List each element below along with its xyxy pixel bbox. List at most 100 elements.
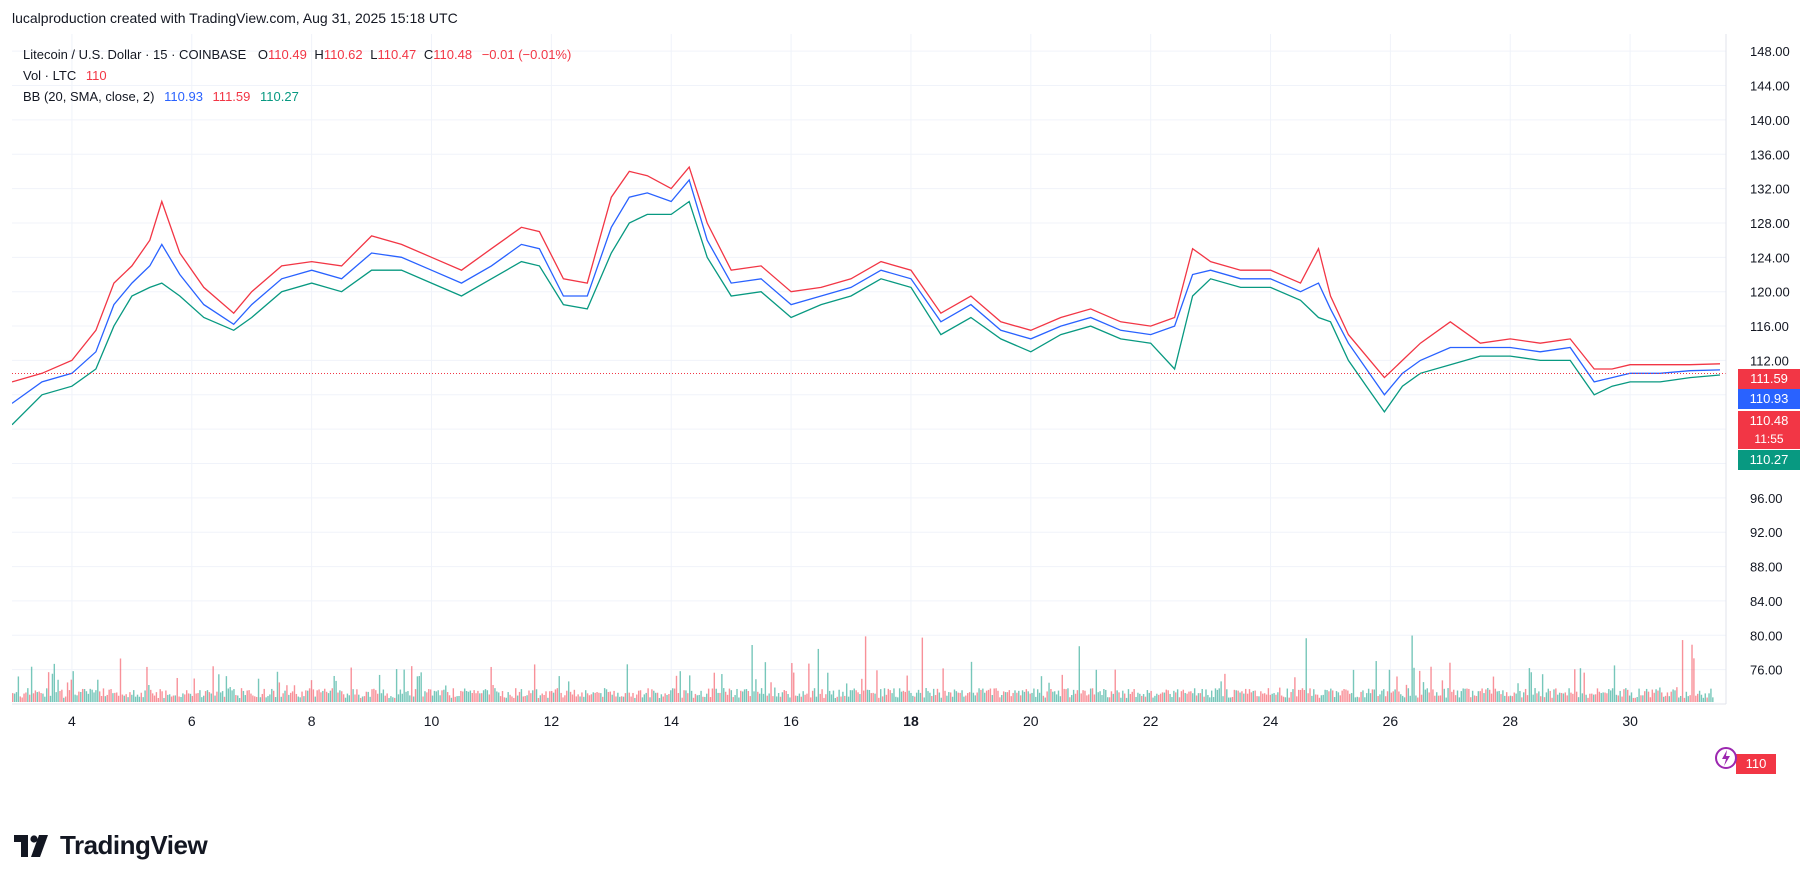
volume-bar (925, 688, 927, 702)
tradingview-logo[interactable]: TradingView (14, 830, 208, 861)
volume-bar (1322, 694, 1324, 702)
volume-bar (293, 685, 296, 702)
volume-bar (948, 692, 950, 702)
volume-bar (1700, 694, 1703, 702)
volume-bar (1258, 696, 1260, 702)
volume-bar (170, 696, 173, 702)
volume-bar (112, 693, 114, 702)
legend-bb-row[interactable]: BB (20, SMA, close, 2) 110.93 111.59 110… (23, 86, 571, 107)
volume-bar (985, 690, 988, 702)
volume-bar (1623, 689, 1625, 702)
volume-bar (1617, 695, 1619, 702)
volume-bar (1513, 692, 1515, 702)
volume-bar (1596, 688, 1599, 702)
volume-bar (399, 689, 402, 702)
volume-bar (114, 692, 116, 702)
volume-bar (93, 692, 95, 702)
bb-upper-price-tag: 111.59 (1738, 369, 1800, 389)
volume-bar (927, 691, 929, 702)
volume-bar (1490, 693, 1493, 702)
volume-bar (1668, 696, 1671, 702)
volume-bar (433, 690, 436, 702)
volume-bar (543, 694, 545, 702)
volume-bar (1443, 688, 1445, 702)
volume-bar (793, 672, 795, 702)
volume-bar (1290, 692, 1292, 702)
volume-bar (802, 691, 804, 702)
volume-bar (1632, 697, 1635, 702)
volume-bar (299, 697, 301, 702)
x-tick-label: 20 (1023, 713, 1039, 729)
legend-volume-row[interactable]: Vol · LTC 110 (23, 65, 571, 86)
volume-bar (585, 690, 587, 702)
volume-bar (361, 696, 364, 702)
volume-bar (1216, 689, 1219, 702)
volume-bar (866, 689, 869, 702)
volume-bar (448, 695, 451, 702)
volume-bar (741, 691, 744, 702)
volume-bar (940, 697, 942, 702)
volume-bar (312, 689, 315, 702)
volume-bar (229, 687, 231, 702)
volume-bar (308, 688, 311, 702)
volume-bar (257, 678, 260, 702)
volume-bar (1625, 688, 1627, 702)
volume-bar (494, 688, 496, 702)
volume-bar (12, 693, 14, 702)
volume-bar (989, 688, 992, 702)
volume-bar (819, 693, 821, 702)
volume-bar (851, 690, 854, 702)
volume-bar (1296, 696, 1298, 702)
volume-bar (123, 695, 125, 702)
volume-bar (1627, 689, 1629, 702)
volume-bar (636, 694, 638, 702)
volume-bar (1494, 688, 1497, 702)
volume-bar (386, 693, 388, 702)
volume-bar (1288, 697, 1290, 702)
volume-bar (1188, 691, 1190, 702)
volume-bar (463, 688, 466, 702)
volume-bar (138, 696, 141, 702)
volume-bar (893, 688, 895, 702)
volume-bar (206, 690, 209, 702)
volume-bar (1662, 696, 1665, 702)
quick-action-icon[interactable] (1712, 744, 1740, 772)
volume-bar (1611, 688, 1614, 702)
volume-bar (1441, 680, 1444, 702)
volume-bar (492, 685, 494, 702)
price-chart[interactable]: 76.0080.0084.0088.0092.0096.00100.00104.… (11, 34, 1802, 810)
volume-bar (428, 689, 430, 702)
volume-bar (1689, 695, 1691, 702)
volume-bar (1424, 689, 1427, 702)
x-tick-label: 18 (903, 713, 919, 729)
volume-bar (344, 697, 347, 702)
volume-bar (800, 696, 802, 702)
volume-bar (715, 688, 717, 702)
volume-bar (25, 692, 27, 702)
volume-bar (836, 696, 838, 702)
legend-main-row[interactable]: Litecoin / U.S. Dollar · 15 · COINBASE O… (23, 44, 571, 65)
volume-bar (520, 689, 523, 702)
volume-bar (431, 695, 434, 702)
volume-bar (1642, 695, 1644, 702)
volume-bar (1517, 683, 1519, 702)
volume-bar (322, 690, 324, 702)
volume-bar (1545, 692, 1548, 702)
volume-bar (1409, 695, 1411, 702)
volume-bar (656, 692, 659, 702)
volume-bar (29, 694, 31, 702)
volume-bar (653, 690, 655, 702)
chart-area[interactable]: 76.0080.0084.0088.0092.0096.00100.00104.… (11, 34, 1802, 810)
volume-bar (828, 690, 831, 702)
candle-countdown: 11:55 (1738, 429, 1800, 449)
volume-bar (723, 688, 725, 702)
volume-bar (375, 690, 377, 702)
volume-bar (136, 694, 139, 702)
volume-bar (957, 692, 959, 702)
volume-bar (1657, 690, 1659, 702)
volume-bar (1082, 690, 1084, 702)
legend-low-value: 110.47 (377, 47, 417, 62)
volume-bar (456, 696, 458, 702)
volume-bar (325, 691, 328, 702)
volume-bar (1190, 691, 1192, 702)
